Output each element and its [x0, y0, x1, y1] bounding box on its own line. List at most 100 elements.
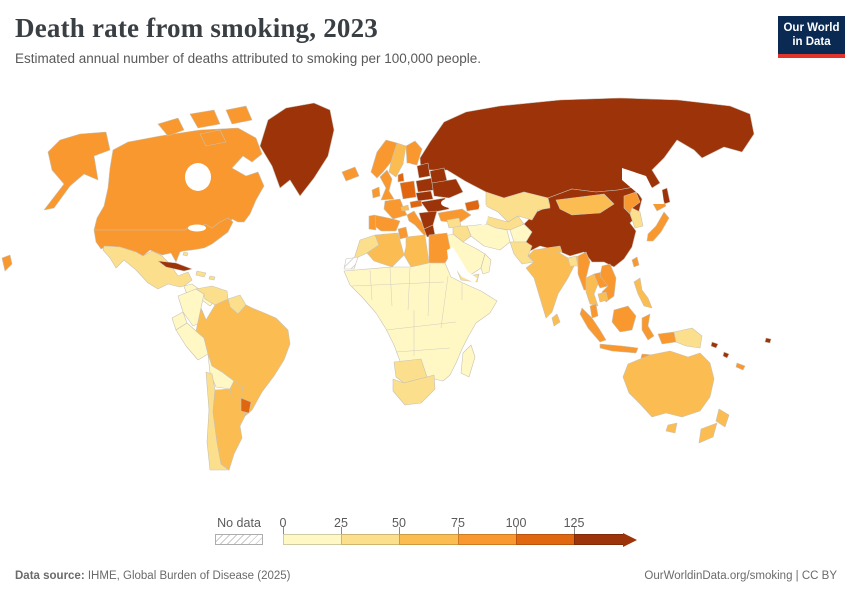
country-canada-arctic-2[interactable]	[189, 109, 221, 129]
black-sea	[441, 198, 463, 208]
country-south-africa[interactable]	[392, 374, 436, 406]
country-mongolia[interactable]	[555, 193, 615, 216]
country-malaysia[interactable]	[589, 303, 599, 319]
country-melanesia-2[interactable]	[722, 351, 730, 359]
country-germany[interactable]	[399, 180, 417, 200]
country-sweden[interactable]	[388, 142, 407, 178]
region-sub-saharan-africa[interactable]	[343, 262, 498, 382]
legend-tickmark	[516, 527, 517, 534]
country-baltics[interactable]	[416, 162, 431, 179]
footer-data-source: Data source: IHME, Global Burden of Dise…	[15, 570, 291, 582]
country-ukraine[interactable]	[431, 178, 464, 199]
country-sulawesi[interactable]	[641, 313, 655, 341]
country-libya[interactable]	[403, 234, 430, 268]
country-australia[interactable]	[622, 350, 715, 418]
country-western-sahara[interactable]	[343, 256, 359, 270]
footer-link[interactable]: OurWorldinData.org/smoking | CC BY	[644, 570, 837, 582]
legend-tickmark	[458, 527, 459, 534]
country-bangladesh[interactable]	[567, 255, 579, 267]
country-denmark[interactable]	[397, 172, 405, 183]
country-oman[interactable]	[480, 253, 492, 275]
country-south-korea[interactable]	[629, 207, 644, 229]
country-tasmania[interactable]	[665, 422, 678, 434]
country-sri-lanka[interactable]	[551, 313, 561, 327]
legend-no-data-label: No data	[217, 516, 261, 530]
legend-bin-100-125[interactable]	[516, 534, 574, 545]
legend-tickmark	[341, 527, 342, 534]
country-kazakhstan[interactable]	[485, 191, 551, 223]
country-uruguay[interactable]	[240, 397, 252, 414]
red-sea	[447, 247, 477, 283]
country-bahamas[interactable]	[182, 251, 189, 257]
legend-tick-100: 100	[505, 516, 527, 530]
country-egypt[interactable]	[428, 232, 452, 264]
country-united-kingdom[interactable]	[379, 169, 395, 201]
country-cuba[interactable]	[157, 260, 193, 272]
owid-logo[interactable]: Our World in Data	[778, 16, 845, 58]
country-czech-slovakia[interactable]	[415, 190, 434, 202]
country-nepal[interactable]	[545, 245, 563, 255]
country-philippines[interactable]	[633, 277, 653, 309]
country-fiji[interactable]	[764, 337, 772, 344]
country-hispaniola[interactable]	[195, 270, 207, 278]
country-melanesia-1[interactable]	[710, 341, 719, 349]
country-java[interactable]	[599, 343, 639, 354]
country-alaska[interactable]	[43, 131, 111, 211]
legend-tickmark	[283, 527, 284, 534]
country-cambodia[interactable]	[597, 291, 609, 303]
country-russia[interactable]	[419, 97, 755, 199]
footer-data-source-text: IHME, Global Burden of Disease (2025)	[84, 570, 291, 582]
legend-bin-25-50[interactable]	[341, 534, 399, 545]
country-greenland[interactable]	[259, 102, 335, 197]
legend-bin-125-plus[interactable]	[574, 534, 623, 545]
legend-tick-125: 125	[563, 516, 585, 530]
legend-bin-75-100[interactable]	[458, 534, 516, 545]
legend-bin-50-75[interactable]	[399, 534, 458, 545]
country-madagascar[interactable]	[460, 344, 476, 378]
country-canada-arctic-3[interactable]	[225, 105, 253, 125]
baltic-sea	[405, 163, 413, 177]
country-ireland[interactable]	[371, 186, 381, 199]
legend-color-bar	[283, 532, 637, 547]
country-switzerland[interactable]	[400, 204, 410, 212]
legend-tickmark	[574, 527, 575, 534]
country-borneo[interactable]	[611, 305, 637, 333]
country-borders-decoration	[351, 263, 463, 356]
country-portugal[interactable]	[368, 214, 377, 231]
country-canada-arctic-4[interactable]	[199, 129, 227, 147]
country-algeria[interactable]	[366, 232, 405, 268]
legend-no-data-swatch[interactable]	[215, 534, 263, 545]
page-title: Death rate from smoking, 2023	[15, 13, 379, 43]
country-papua-indonesia[interactable]	[657, 331, 677, 345]
country-japan-honshu[interactable]	[646, 211, 670, 242]
legend-tick-75: 75	[451, 516, 465, 530]
country-new-zealand-north[interactable]	[715, 408, 730, 428]
country-iraq[interactable]	[452, 225, 472, 243]
country-taiwan[interactable]	[631, 256, 640, 268]
country-papua-new-guinea[interactable]	[673, 327, 703, 349]
country-turkey[interactable]	[437, 208, 472, 224]
legend-tick-25: 25	[334, 516, 348, 530]
sea-of-okhotsk	[622, 168, 664, 204]
country-argentina[interactable]	[212, 388, 246, 471]
country-new-caledonia[interactable]	[735, 362, 746, 371]
country-new-zealand-south[interactable]	[698, 422, 718, 444]
legend-arrow-icon	[623, 532, 637, 547]
country-pakistan[interactable]	[509, 241, 535, 265]
country-afghanistan[interactable]	[509, 223, 533, 243]
country-finland[interactable]	[405, 140, 423, 166]
country-sumatra[interactable]	[579, 307, 607, 343]
country-iceland[interactable]	[341, 166, 360, 182]
country-pacific-fragment[interactable]	[1, 254, 13, 272]
footer-data-source-label: Data source:	[15, 570, 85, 582]
country-austria[interactable]	[409, 199, 423, 209]
country-canada[interactable]	[93, 127, 265, 231]
legend-bin-0-25[interactable]	[283, 534, 341, 545]
caspian-sea	[478, 203, 488, 225]
country-caucasus[interactable]	[464, 199, 481, 212]
country-syria[interactable]	[446, 217, 462, 229]
country-puerto-rico[interactable]	[208, 275, 216, 281]
country-canada-arctic-1[interactable]	[157, 117, 185, 137]
